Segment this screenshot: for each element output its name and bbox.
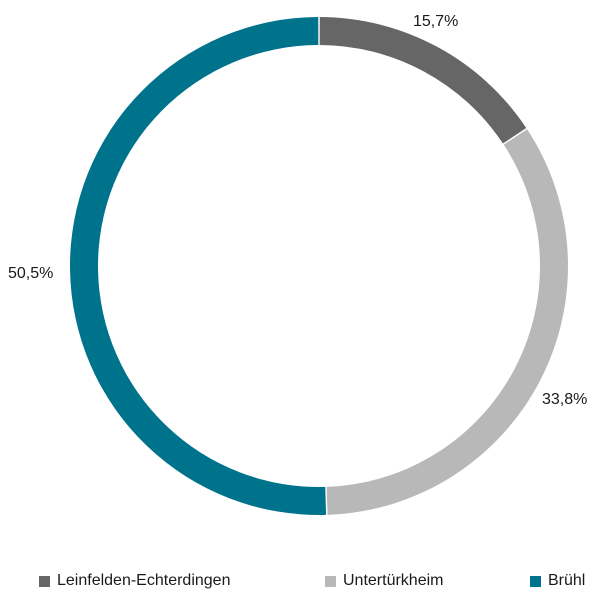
- legend-label-untertuerkheim: Untertürkheim: [343, 572, 444, 589]
- legend-item-bruehl: Brühl: [530, 572, 585, 590]
- slice-value-labels: 15,7% 33,8% 50,5%: [8, 13, 587, 408]
- legend-swatch-untertuerkheim: [325, 575, 336, 587]
- legend-item-leinfelden-echterdingen: Leinfelden-Echterdingen: [39, 572, 230, 590]
- donut-slices: [70, 17, 569, 516]
- donut-slice-untertuerkheim: [326, 129, 569, 515]
- legend-label-leinfelden-echterdingen: Leinfelden-Echterdingen: [57, 572, 231, 589]
- legend-label-bruehl: Brühl: [548, 572, 586, 589]
- donut-slice-leinfelden-echterdingen: [319, 17, 527, 144]
- slice-value-label-bruehl: 50,5%: [8, 265, 53, 282]
- donut-slice-bruehl: [70, 17, 327, 516]
- legend-item-untertuerkheim: Untertürkheim: [325, 572, 443, 590]
- slice-value-label-untertuerkheim: 33,8%: [542, 391, 587, 408]
- legend-swatch-bruehl: [530, 575, 541, 587]
- chart-legend: Leinfelden-Echterdingen Untertürkheim Br…: [0, 572, 595, 594]
- slice-value-label-leinfelden-echterdingen: 15,7%: [413, 13, 458, 30]
- legend-swatch-leinfelden-echterdingen: [39, 575, 50, 587]
